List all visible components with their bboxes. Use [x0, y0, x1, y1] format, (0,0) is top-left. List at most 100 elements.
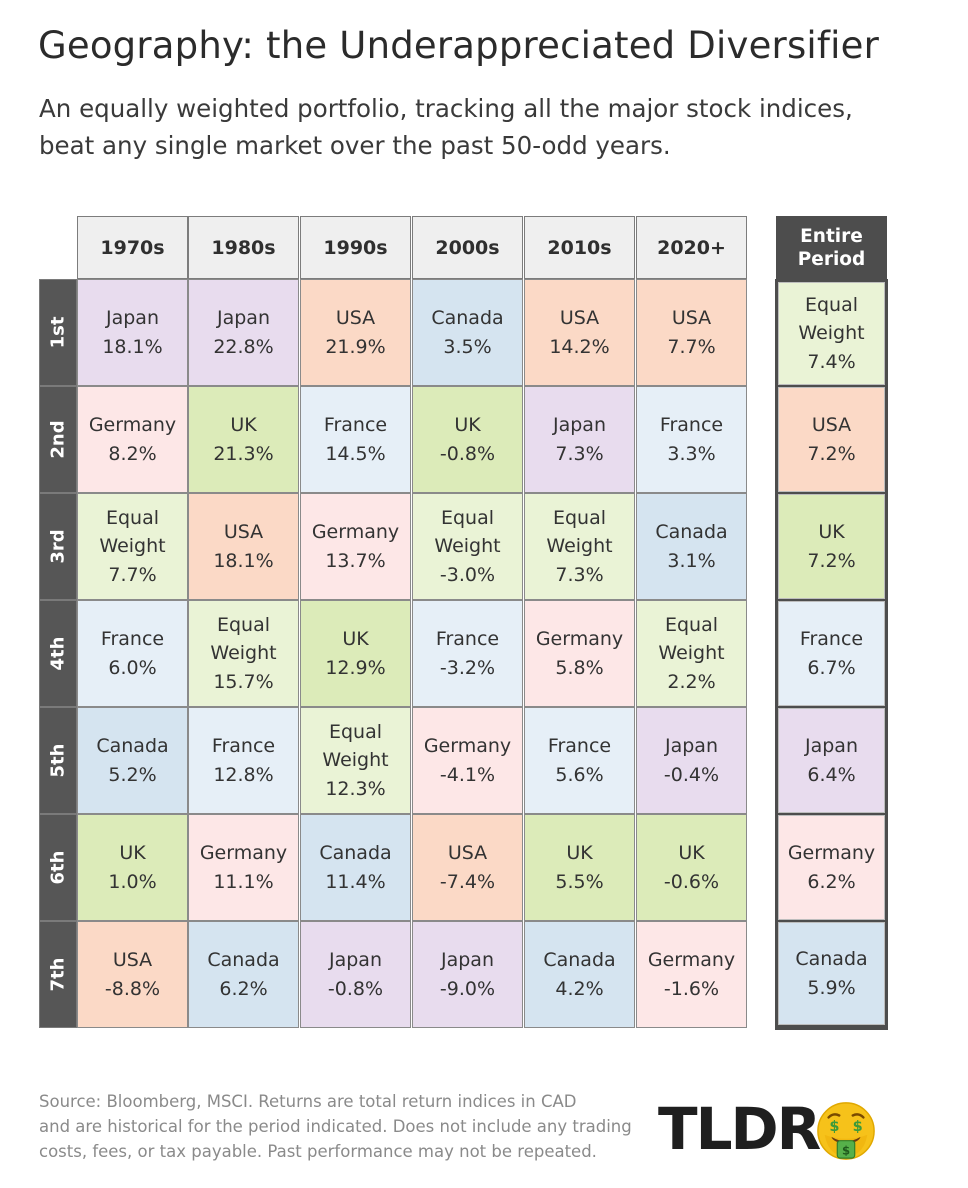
cell-country-line: Weight [434, 535, 501, 558]
rank-label-6th: 6th [39, 814, 77, 921]
cell-country-line: Weight [658, 642, 725, 665]
cell-country: Japan [329, 949, 382, 971]
cell-2000s-canada: Canada 3.5% [412, 279, 523, 386]
cell-return: 5.9% [807, 976, 856, 999]
cell-return: 13.7% [325, 549, 386, 572]
cell-1970s-japan: Japan 18.1% [77, 279, 188, 386]
cell-return: 5.6% [555, 763, 604, 786]
tldr-logo: TLDR $ $ $ [658, 1094, 877, 1164]
rank-label-text: 2nd [47, 420, 69, 459]
cell-2020-uk: UK -0.6% [636, 814, 747, 921]
cell-return: 6.2% [807, 870, 856, 893]
cell-return: 14.5% [325, 442, 386, 465]
column-header-1980s: 1980s [188, 216, 299, 279]
cell-return: -0.4% [663, 763, 720, 786]
cell-country-line: Equal [440, 506, 495, 529]
column-header-2000s: 2000s [412, 216, 523, 279]
source-line-1: Source: Bloomberg, MSCI. Returns are tot… [39, 1092, 577, 1111]
cell-country: France [547, 735, 612, 757]
rank-label-1st: 1st [39, 279, 77, 386]
cell-return: -0.8% [327, 977, 384, 1000]
cell-2000s-france: France -3.2% [412, 600, 523, 707]
entire-period-header-line: Entire [800, 225, 863, 247]
cell-return: 7.7% [108, 563, 157, 586]
cell-country-line: Weight [546, 535, 613, 558]
cell-country: Germany [311, 521, 400, 543]
cell-country: Germany [787, 842, 876, 864]
cell-return: 3.5% [443, 335, 492, 358]
cell-country: Japan [217, 307, 270, 329]
cell-return: 3.3% [667, 442, 716, 465]
chart-title: Geography: the Underappreciated Diversif… [38, 24, 879, 67]
source-line-2: and are historical for the period indica… [39, 1117, 632, 1136]
cell-country: Germany [423, 735, 512, 757]
cell-return: 14.2% [549, 335, 610, 358]
cell-country: Canada [96, 735, 169, 757]
cell-return: 11.1% [213, 870, 274, 893]
cell-country-line: Weight [322, 749, 389, 772]
cell-country: Germany [199, 842, 288, 864]
cell-return: -8.8% [104, 977, 161, 1000]
column-header-2020: 2020+ [636, 216, 747, 279]
cell-1970s-usa: USA -8.8% [77, 921, 188, 1028]
cell-1970s-france: France 6.0% [77, 600, 188, 707]
cell-2000s-germany: Germany -4.1% [412, 707, 523, 814]
cell-return: 21.9% [325, 335, 386, 358]
cell-country: UK [678, 842, 705, 864]
cell-return: 7.2% [807, 442, 856, 465]
source-note: Source: Bloomberg, MSCI. Returns are tot… [39, 1089, 639, 1164]
cell-return: 12.3% [325, 777, 386, 800]
cell-2010s-canada: Canada 4.2% [524, 921, 635, 1028]
cell-return: 2.2% [667, 670, 716, 693]
cell-country: USA [671, 307, 712, 329]
cell-return: 5.5% [555, 870, 604, 893]
entire-period-cell-equal-weight: Equal Weight 7.4% [778, 282, 885, 385]
rank-label-text: 1st [47, 316, 69, 349]
cell-1990s-uk: UK 12.9% [300, 600, 411, 707]
rank-label-5th: 5th [39, 707, 77, 814]
cell-country: France [100, 628, 165, 650]
cell-country: Canada [543, 949, 616, 971]
cell-2000s-equal-weight: Equal Weight -3.0% [412, 493, 523, 600]
cell-2020-equal-weight: Equal Weight 2.2% [636, 600, 747, 707]
cell-country: Germany [647, 949, 736, 971]
cell-country: Canada [431, 307, 504, 329]
entire-period-cell-usa: USA 7.2% [778, 387, 885, 492]
entire-period-cell-canada: Canada 5.9% [778, 922, 885, 1025]
cell-2010s-france: France 5.6% [524, 707, 635, 814]
cell-country: USA [447, 842, 488, 864]
cell-country: Germany [535, 628, 624, 650]
cell-country: France [435, 628, 500, 650]
cell-return: -0.6% [663, 870, 720, 893]
cell-1990s-japan: Japan -0.8% [300, 921, 411, 1028]
rank-label-4th: 4th [39, 600, 77, 707]
cell-1970s-uk: UK 1.0% [77, 814, 188, 921]
entire-period-header: Entire Period [776, 216, 887, 279]
cell-return: 12.8% [213, 763, 274, 786]
cell-return: 5.2% [108, 763, 157, 786]
cell-return: -3.2% [439, 656, 496, 679]
cell-return: 6.2% [219, 977, 268, 1000]
entire-period-cell-uk: UK 7.2% [778, 494, 885, 599]
rank-label-text: 3rd [47, 529, 69, 564]
cell-return: 7.4% [807, 350, 856, 373]
cell-return: 6.4% [807, 763, 856, 786]
cell-country-line: Equal [105, 506, 160, 529]
rank-label-7th: 7th [39, 921, 77, 1028]
logo-text: TLDR [658, 1095, 821, 1163]
cell-return: 15.7% [213, 670, 274, 693]
cell-return: 18.1% [213, 549, 274, 572]
rank-label-text: 7th [47, 957, 69, 992]
cell-country: UK [119, 842, 146, 864]
cell-return: 7.2% [807, 549, 856, 572]
entire-period-cell-japan: Japan 6.4% [778, 708, 885, 813]
cell-2010s-japan: Japan 7.3% [524, 386, 635, 493]
cell-return: 1.0% [108, 870, 157, 893]
cell-1980s-germany: Germany 11.1% [188, 814, 299, 921]
cell-2020-japan: Japan -0.4% [636, 707, 747, 814]
cell-country-line: Weight [210, 642, 277, 665]
cell-country: Japan [441, 949, 494, 971]
cell-1980s-equal-weight: Equal Weight 15.7% [188, 600, 299, 707]
cell-country-line: Equal [216, 613, 271, 636]
cell-return: 5.8% [555, 656, 604, 679]
